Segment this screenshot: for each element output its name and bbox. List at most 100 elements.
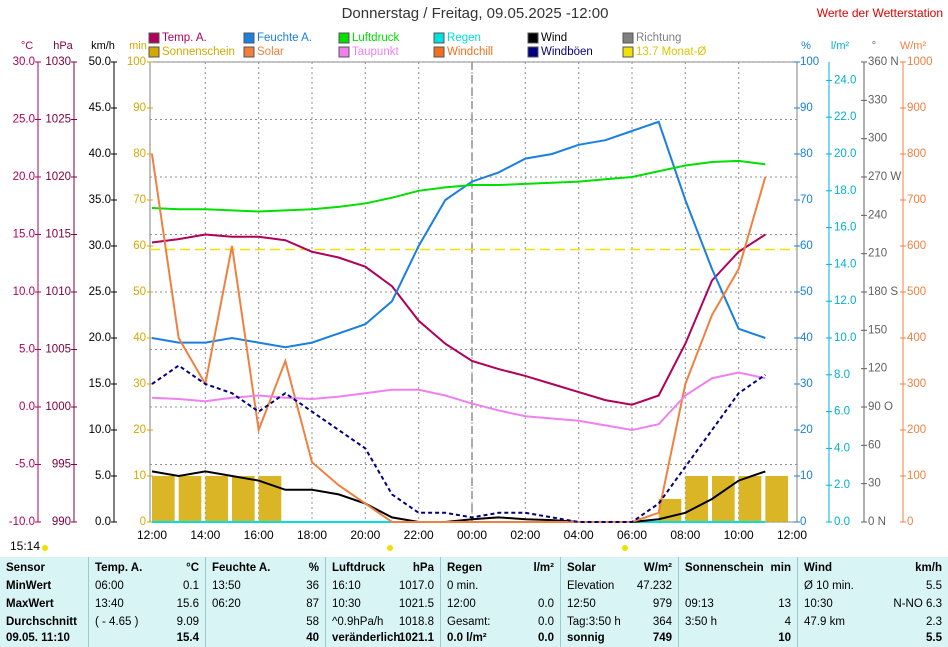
y-tick-label: 300	[907, 378, 926, 390]
legend-label: Windböen	[541, 46, 593, 58]
table-cell: 0.0	[538, 598, 554, 610]
table-cell: 9.09	[176, 616, 199, 628]
y-tick-label: 990	[52, 516, 71, 528]
table-header: Luftdruck	[332, 562, 386, 574]
table-header: Wind	[804, 562, 832, 574]
table-row: ^0.9hPa/h 1018.8	[330, 614, 434, 630]
y-tick-label: 24.0	[834, 74, 856, 86]
table-cell: 0.1	[183, 580, 199, 592]
y-tick-label: 5.0	[19, 344, 35, 356]
y-tick-label: 210	[868, 248, 887, 260]
axis-title: W/m²	[900, 40, 927, 52]
legend-label: Luftdruck	[352, 32, 400, 44]
y-tick-label: 80	[133, 148, 146, 160]
row-label: MaxWert	[6, 598, 54, 610]
y-tick-label: 2.0	[834, 479, 850, 491]
y-tick-label: 270 W	[868, 171, 901, 183]
table-cell: 06:20	[212, 598, 241, 610]
sunshine-bar	[712, 476, 735, 522]
table-row: 06:20 87	[210, 596, 319, 612]
table-cell: 36	[306, 580, 319, 592]
series-line	[151, 153, 767, 523]
table-cell: 40	[306, 632, 319, 644]
y-tick-label: 30.0	[89, 240, 111, 252]
table-column: Temp. A. °C 06:00 0.1 13:40 15.6 ( - 4.65 ) 9.0…	[88, 557, 205, 647]
row-label: 09.05. 11:10	[6, 632, 70, 644]
table-row: 0 min.	[445, 578, 554, 594]
axis-title: %	[801, 40, 811, 52]
legend-label: Sonnenschein	[162, 46, 235, 58]
table-row: 10:30 1021.5	[330, 596, 434, 612]
x-tick-label: 00:00	[457, 528, 487, 542]
table-header: Sonnenschein	[685, 562, 764, 574]
table-row: Ø 10 min. 5.5	[802, 578, 942, 594]
y-tick-label: 20	[800, 424, 813, 436]
y-tick-label: 1020	[45, 171, 71, 183]
table-column: Feuchte A.% 13:50 36 06:20 87 58 40	[205, 557, 325, 647]
y-tick-label: 30	[868, 478, 881, 490]
y-tick-label: 15.0	[13, 229, 35, 241]
table-cell: 13	[778, 598, 791, 610]
table-cell: 12:00	[447, 598, 476, 610]
y-tick-label: 35.0	[89, 194, 111, 206]
time-annotation: 15:14	[10, 539, 40, 553]
table-row: 09.05. 11:10	[4, 630, 82, 646]
legend-label: Solar	[257, 46, 284, 58]
table-cell: 5.5	[926, 580, 942, 592]
table-row: 13:40 15.6	[93, 596, 199, 612]
y-tick-label: 100	[800, 56, 819, 68]
y-tick-label: 60	[133, 240, 146, 252]
y-tick-label: 30	[133, 378, 146, 390]
y-tick-label: 1000	[907, 56, 933, 68]
table-unit: °C	[186, 562, 199, 574]
table-cell: 13:50	[212, 580, 241, 592]
table-row: 3:50 h 4	[683, 614, 791, 630]
y-tick-label: 60	[800, 240, 813, 252]
sunshine-bar	[685, 476, 708, 522]
row-label: Durchschnitt	[6, 616, 77, 628]
table-header-row: Solar W/m²	[565, 560, 672, 576]
table-cell: 16:10	[332, 580, 361, 592]
table-cell: 1017.0	[398, 580, 434, 592]
table-header-row: Sonnenschein min	[683, 560, 791, 576]
legend-swatch	[243, 46, 255, 58]
legend-label: Taupunkt	[352, 46, 399, 58]
table-row: 12:00 0.0	[445, 596, 554, 612]
y-tick-label: 15.0	[89, 378, 111, 390]
table-cell: Gesamt:	[447, 616, 491, 628]
chart: Donnerstag / Freitag, 09.05.2025 -12:00 …	[9, 5, 943, 553]
table-row: 16:10 1017.0	[330, 578, 434, 594]
axis-title: °	[872, 40, 876, 52]
legend-swatch	[433, 46, 445, 58]
axis-title: °C	[21, 40, 33, 52]
table-cell: 749	[652, 632, 672, 644]
y-tick-label: 150	[868, 324, 887, 336]
y-tick-label: 0 N	[868, 516, 886, 528]
table-cell: Elevation	[567, 580, 615, 592]
y-tick-label: 60	[868, 439, 881, 451]
legend-label: Feuchte A.	[257, 32, 312, 44]
y-tick-label: 25.0	[89, 286, 111, 298]
y-tick-label: 120	[868, 363, 887, 375]
table-cell: 5.5	[926, 632, 942, 644]
table-header-row: Sensor	[4, 560, 82, 576]
y-tick-label: 10.0	[13, 286, 35, 298]
legend-swatch	[338, 46, 350, 58]
table-cell: 0 min.	[447, 580, 479, 592]
table-header: Feuchte A.	[212, 562, 271, 574]
table-row: 12:50 979	[565, 596, 672, 612]
sunshine-bar	[258, 476, 282, 522]
legend-label: Windchill	[447, 46, 493, 58]
y-tick-label: -5.0	[15, 459, 35, 471]
y-tick-label: 0	[140, 516, 146, 528]
y-tick-label: 70	[800, 194, 813, 206]
y-tick-label: 18.0	[834, 185, 856, 197]
table-cell: 0.0 l/m²	[447, 632, 487, 644]
axis-title: km/h	[91, 40, 115, 52]
table-cell: 1018.8	[398, 616, 434, 628]
y-tick-label: 80	[800, 148, 813, 160]
axis-title: min	[129, 40, 147, 52]
y-tick-label: 1015	[45, 229, 71, 241]
y-tick-label: 20.0	[834, 148, 856, 160]
